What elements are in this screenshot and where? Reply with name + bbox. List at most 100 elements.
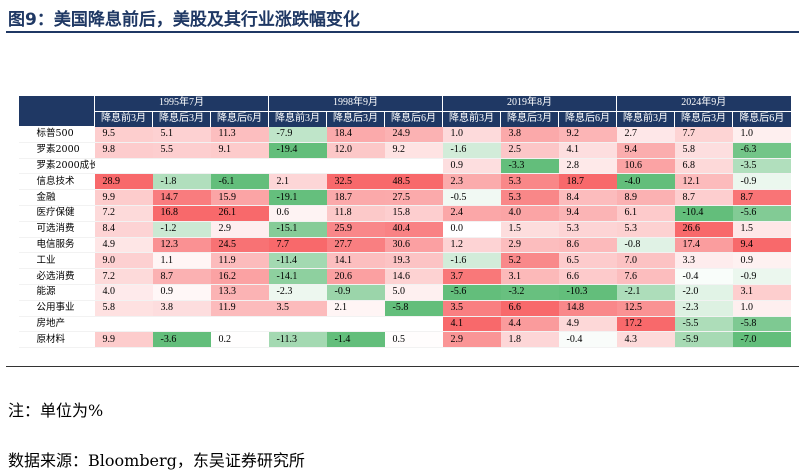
row-label: 电信服务 [18,237,95,254]
value-cell: 9.1 [210,142,269,159]
period-header-row: 1995年7月 1998年9月 2019年8月 2024年9月 [18,96,791,128]
value-cell: 1.0 [442,126,501,143]
period-header: 1995年7月 [94,96,269,112]
value-cell: 8.6 [558,237,617,254]
value-cell: 9.4 [732,237,791,254]
value-cell [152,158,211,175]
value-cell: 6.1 [616,205,675,222]
value-cell: 9.8 [94,142,153,159]
value-cell: 26.6 [674,221,733,238]
value-cell: 15.9 [210,189,269,207]
value-cell: -3.6 [152,331,211,349]
value-cell: -7.0 [732,331,791,349]
value-cell: 7.6 [616,268,675,286]
value-cell: 8.7 [152,268,211,286]
value-cell: -5.6 [442,284,501,301]
value-cell: -5.8 [384,300,443,317]
value-cell: -0.9 [732,268,791,286]
value-cell: 2.1 [268,173,327,191]
row-label: 可选消费 [18,221,95,238]
table-row: 医疗保健 7.2 16.8 26.1 0.6 11.8 15.8 2.4 4.0 9.4 6.1 -1… [18,205,791,222]
value-cell: 12.3 [152,237,211,254]
value-cell: 24.5 [210,237,269,254]
value-cell: 18.7 [326,189,385,207]
value-cell: 4.1 [442,316,501,333]
value-cell: -2.3 [674,300,733,317]
value-cell: 11.9 [210,300,269,317]
value-cell: 0.0 [442,221,501,238]
value-cell: -10.3 [558,284,617,301]
value-cell: 18.7 [558,173,617,191]
value-cell: 0.6 [268,205,327,222]
value-cell: 6.6 [500,300,559,317]
window-header: 降息前3月 [94,111,153,127]
value-cell: 4.4 [500,316,559,333]
table-row: 金融 9.9 14.7 15.9 -19.1 18.7 27.5 -0.5 5.3 8.4 8.9 8… [18,189,791,207]
row-label: 公用事业 [18,300,95,317]
window-header: 降息前3月 [268,111,327,127]
value-cell: 5.3 [558,221,617,238]
value-cell: 1.8 [500,331,559,349]
value-cell: -1.6 [442,252,501,270]
value-cell: 30.6 [384,237,443,254]
value-cell: 8.9 [616,189,675,207]
row-label: 罗素2000成长 [18,158,95,175]
value-cell: -5.6 [732,205,791,222]
value-cell: 12.5 [616,300,675,317]
value-cell: 18.4 [326,126,385,143]
value-cell: -11.4 [268,252,327,270]
value-cell: 5.3 [616,221,675,238]
value-cell: -0.5 [442,189,501,207]
value-cell: 1.5 [500,221,559,238]
window-header: 降息前3月 [616,111,675,127]
table-row: 工业 9.0 1.1 11.9 -11.4 14.1 19.3 -1.6 5.2 6.5 7.0 3.… [18,252,791,270]
table-row: 电信服务 4.9 12.3 24.5 7.7 27.7 30.6 1.2 2.9 8.6 -0.8 1… [18,237,791,254]
value-cell: -3.2 [500,284,559,301]
value-cell: 3.8 [152,300,211,317]
value-cell [326,316,385,333]
value-cell: -0.4 [674,268,733,286]
value-cell: 40.4 [384,221,443,238]
value-cell: 0.9 [152,284,211,301]
value-cell: -2.0 [674,284,733,301]
value-cell: 27.7 [326,237,385,254]
value-cell: 17.2 [616,316,675,333]
value-cell: 16.8 [152,205,211,222]
value-cell: -5.9 [674,331,733,349]
window-header: 降息后6月 [210,111,269,127]
value-cell: 14.1 [326,252,385,270]
value-cell: -4.0 [616,173,675,191]
value-cell: 9.5 [94,126,153,143]
value-cell: -1.2 [152,221,211,238]
row-label: 必选消费 [18,268,95,286]
value-cell: 4.9 [94,237,153,254]
value-cell: 15.8 [384,205,443,222]
table-bottom-rule [6,366,799,367]
table-row: 标普500 9.5 5.1 11.3 -7.9 18.4 24.9 1.0 3.8 9.2 2.7 7… [18,126,791,143]
value-cell: 5.3 [500,173,559,191]
window-header-row: 降息前3月 降息后3月 降息后6月 降息前3月 降息后3月 降息后6月 降息前3月 降息后3月… [19,111,791,127]
value-cell: 8.7 [674,189,733,207]
value-cell: 3.1 [732,284,791,301]
period-header: 2019年8月 [442,96,617,112]
value-cell: 5.8 [94,300,153,317]
value-cell: 9.9 [94,189,153,207]
window-header: 降息后6月 [731,111,791,127]
value-cell: 5.5 [152,142,211,159]
value-cell: 16.2 [210,268,269,286]
value-cell: 14.7 [152,189,211,207]
window-header: 降息后6月 [384,111,443,127]
table-row: 公用事业 5.8 3.8 11.9 3.5 2.1 -5.8 3.5 6.6 14.8 12.5 -2… [18,300,791,317]
value-cell: 17.4 [674,237,733,254]
table-row: 必选消费 7.2 8.7 16.2 -14.1 20.6 14.6 3.7 3.1 6.6 7.6-… [18,268,791,286]
value-cell: 48.5 [384,173,443,191]
value-cell: 2.9 [500,237,559,254]
window-header: 降息后6月 [558,111,617,127]
value-cell: 0.2 [210,331,269,349]
table-body: 标普500 9.5 5.1 11.3 -7.9 18.4 24.9 1.0 3.8 9.2 2.7 7… [18,126,791,349]
value-cell: 7.7 [674,126,733,143]
table-row: 信息技术 28.9 -1.8 -6.1 2.1 32.5 48.5 2.3 5.3 18.7 -4.… [18,173,791,191]
value-cell: 20.6 [326,268,385,286]
value-cell [94,316,153,333]
